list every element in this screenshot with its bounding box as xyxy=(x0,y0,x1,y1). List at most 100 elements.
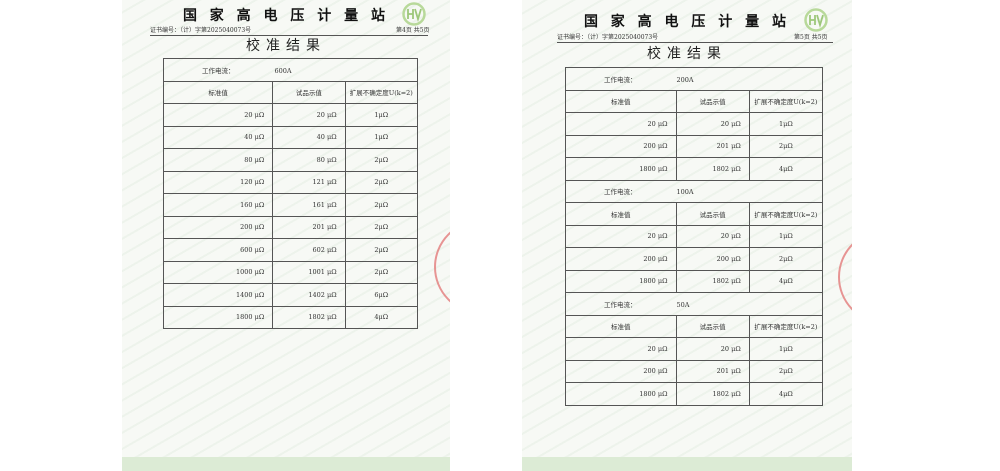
column-header: 试品示值 xyxy=(675,89,750,113)
table-cell: 2μΩ xyxy=(748,134,824,158)
table-cell: 200 μΩ xyxy=(565,134,677,158)
table-row: 40 μΩ 40 μΩ 1μΩ xyxy=(162,125,419,149)
table-row: 80 μΩ 80 μΩ 2μΩ xyxy=(162,148,419,172)
table-cell: 1802 μΩ xyxy=(675,157,750,181)
table-cell: 1800 μΩ xyxy=(565,269,677,293)
table-row: 1800 μΩ 1802 μΩ 4μΩ xyxy=(162,305,419,329)
table-cell: 1μΩ xyxy=(748,224,824,248)
table-cell: 1802 μΩ xyxy=(675,269,750,293)
table-cell: 200 μΩ xyxy=(162,215,274,239)
table-row: 200 μΩ 200 μΩ 2μΩ xyxy=(565,247,824,271)
table-row: 1800 μΩ 1802 μΩ 4μΩ xyxy=(565,269,824,293)
table-cell: 20 μΩ xyxy=(162,103,274,127)
table-cell: 20 μΩ xyxy=(565,337,677,361)
certificate-page-5: 国 家 高 电 压 计 量 站 证书编号：（计）字第2025040073号 第5… xyxy=(522,0,852,471)
hv-logo xyxy=(402,2,426,26)
table-cell: 2μΩ xyxy=(344,193,419,217)
calibration-results-table: 工作电流： 200A 标准值 试品示值 扩展不确定度U(k=2) 20 μΩ 20 μΩ 1μ… xyxy=(565,67,824,406)
working-current-row: 工作电流： 100A xyxy=(565,179,823,203)
page-number: 第4页 共5页 xyxy=(396,27,430,34)
table-row: 200 μΩ 201 μΩ 2μΩ xyxy=(162,215,419,239)
hv-logo xyxy=(804,8,828,32)
table-cell: 2μΩ xyxy=(344,238,419,262)
organization-name: 国 家 高 电 压 计 量 站 xyxy=(182,8,390,24)
current-label: 工作电流： xyxy=(604,300,637,309)
certificate-page-4: 国 家 高 电 压 计 量 站 证书编号：（计）字第2025040073号 第4… xyxy=(122,0,450,471)
table-cell: 1802 μΩ xyxy=(272,305,346,329)
red-seal-stamp xyxy=(838,230,852,324)
table-cell: 4μΩ xyxy=(748,157,824,181)
table-row: 20 μΩ 20 μΩ 1μΩ xyxy=(565,224,824,248)
column-header: 标准值 xyxy=(162,80,274,104)
table-cell: 20 μΩ xyxy=(675,112,750,136)
table-cell: 2μΩ xyxy=(344,148,419,172)
table-cell: 2μΩ xyxy=(344,260,419,284)
table-cell: 80 μΩ xyxy=(272,148,346,172)
page-bottom-strip xyxy=(522,457,852,471)
table-cell: 2μΩ xyxy=(748,247,824,271)
red-seal-stamp xyxy=(434,220,450,314)
table-cell: 160 μΩ xyxy=(162,193,274,217)
table-cell: 2μΩ xyxy=(748,359,824,383)
current-value: 200A xyxy=(676,75,694,84)
table-row: 20 μΩ 20 μΩ 1μΩ xyxy=(162,103,419,127)
table-row: 200 μΩ 201 μΩ 2μΩ xyxy=(565,359,824,383)
table-row: 1800 μΩ 1802 μΩ 4μΩ xyxy=(565,382,824,406)
column-header: 标准值 xyxy=(565,202,677,226)
table-cell: 1μΩ xyxy=(748,112,824,136)
column-header: 扩展不确定度U(k=2) xyxy=(748,202,824,226)
table-cell: 20 μΩ xyxy=(565,224,677,248)
column-header: 试品示值 xyxy=(675,202,750,226)
header-rule xyxy=(150,35,428,36)
table-cell: 602 μΩ xyxy=(272,238,346,262)
table-row: 120 μΩ 121 μΩ 2μΩ xyxy=(162,170,419,194)
table-cell: 1402 μΩ xyxy=(272,283,346,307)
table-cell: 40 μΩ xyxy=(162,125,274,149)
working-current-row: 工作电流： 50A xyxy=(565,292,823,316)
table-cell: 1800 μΩ xyxy=(162,305,274,329)
current-value: 100A xyxy=(676,188,694,197)
table-row: 600 μΩ 602 μΩ 2μΩ xyxy=(162,238,419,262)
table-cell: 1800 μΩ xyxy=(565,382,677,406)
table-cell: 4μΩ xyxy=(748,269,824,293)
table-cell: 200 μΩ xyxy=(565,247,677,271)
table-cell: 20 μΩ xyxy=(565,112,677,136)
certificate-number: 证书编号：（计）字第2025040073号 xyxy=(150,27,252,34)
table-cell: 200 μΩ xyxy=(675,247,750,271)
table-cell: 2μΩ xyxy=(344,170,419,194)
column-header: 扩展不确定度U(k=2) xyxy=(748,314,824,338)
calibration-results-table: 工作电流： 600A 标准值 试品示值 扩展不确定度U(k=2) 20 μΩ 20 μΩ 1μ… xyxy=(162,58,419,329)
table-row: 20 μΩ 20 μΩ 1μΩ xyxy=(565,112,824,136)
table-cell: 201 μΩ xyxy=(675,359,750,383)
table-cell: 40 μΩ xyxy=(272,125,346,149)
table-cell: 200 μΩ xyxy=(565,359,677,383)
working-current-row: 工作电流： 600A xyxy=(163,58,418,82)
column-header: 扩展不确定度U(k=2) xyxy=(344,80,419,104)
column-header: 试品示值 xyxy=(675,314,750,338)
current-label: 工作电流： xyxy=(604,188,637,197)
table-cell: 1800 μΩ xyxy=(565,157,677,181)
table-cell: 80 μΩ xyxy=(162,148,274,172)
current-value: 600A xyxy=(274,66,292,75)
table-cell: 600 μΩ xyxy=(162,238,274,262)
current-label: 工作电流： xyxy=(604,75,637,84)
table-cell: 20 μΩ xyxy=(675,224,750,248)
table-cell: 201 μΩ xyxy=(675,134,750,158)
table-row: 1000 μΩ 1001 μΩ 2μΩ xyxy=(162,260,419,284)
current-label: 工作电流： xyxy=(202,66,235,75)
table-cell: 1000 μΩ xyxy=(162,260,274,284)
table-cell: 1μΩ xyxy=(344,125,419,149)
table-cell: 1μΩ xyxy=(344,103,419,127)
current-value: 50A xyxy=(676,300,690,309)
table-cell: 1400 μΩ xyxy=(162,283,274,307)
organization-name: 国 家 高 电 压 计 量 站 xyxy=(583,14,791,30)
table-cell: 4μΩ xyxy=(748,382,824,406)
working-current-row: 工作电流： 200A xyxy=(565,67,823,91)
column-header: 扩展不确定度U(k=2) xyxy=(748,89,824,113)
table-cell: 4μΩ xyxy=(344,305,419,329)
table-cell: 161 μΩ xyxy=(272,193,346,217)
header-row: 标准值 试品示值 扩展不确定度U(k=2) xyxy=(565,202,824,226)
table-row: 200 μΩ 201 μΩ 2μΩ xyxy=(565,134,824,158)
column-header: 标准值 xyxy=(565,89,677,113)
table-cell: 201 μΩ xyxy=(272,215,346,239)
